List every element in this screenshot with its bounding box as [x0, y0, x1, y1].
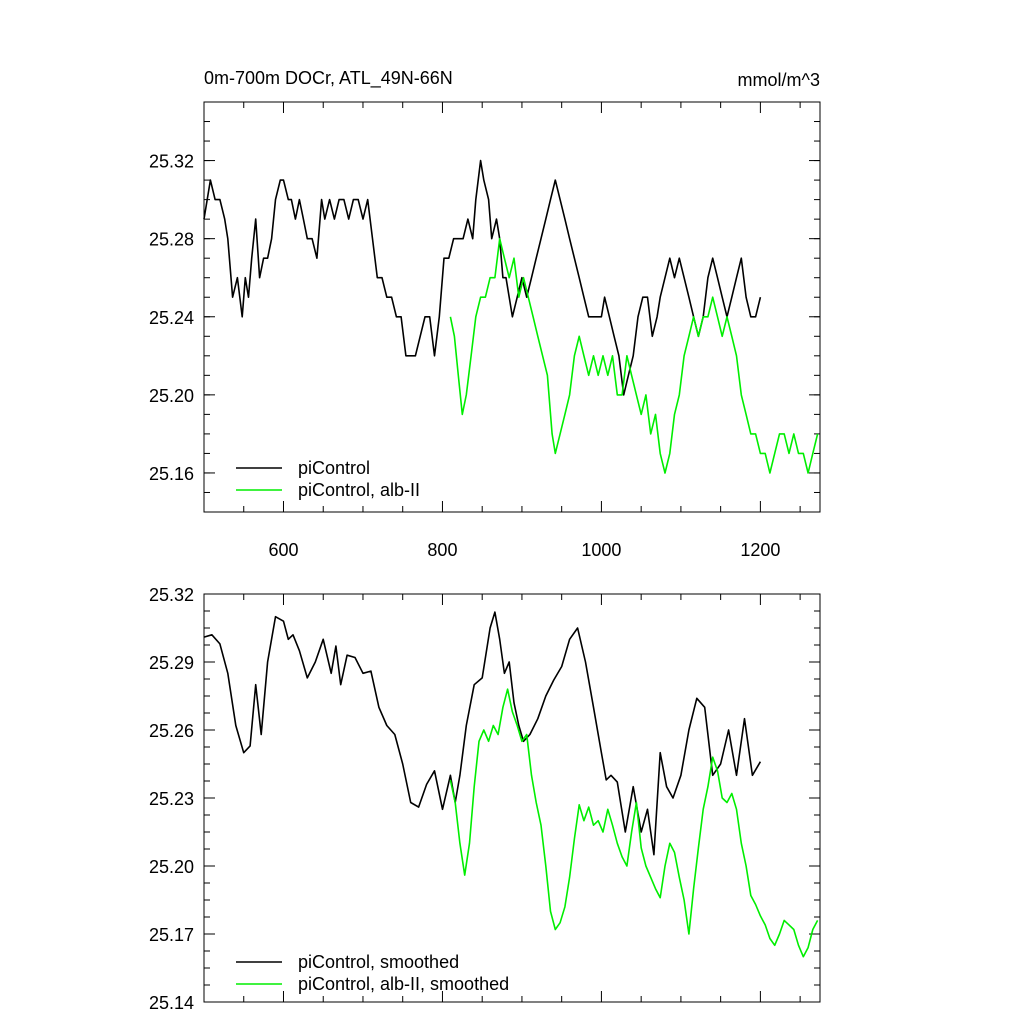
top-panel: 0m-700m DOCr, ATL_49N-66N mmol/m^3 25.16… [149, 68, 821, 560]
y-tick-label: 25.24 [149, 308, 194, 328]
x-tick-label: 800 [427, 540, 457, 560]
y-tick-label: 25.32 [149, 152, 194, 172]
legend-label-alb-ii: piControl, alb-II [298, 480, 420, 500]
x-tick-label: 600 [268, 540, 298, 560]
plot-frame-top [203, 101, 821, 513]
series-line-0-0 [203, 159, 762, 396]
axis-ticks-top: 25.16 25.20 25.24 25.28 25.32 600 800 1000 1200 [149, 101, 820, 560]
y-tick-label: 25.14 [149, 993, 194, 1013]
x-tick-label: 1200 [740, 540, 780, 560]
y-tick-label: 25.20 [149, 386, 194, 406]
y-tick-label: 25.16 [149, 464, 194, 484]
y-tick-label: 25.29 [149, 653, 194, 673]
series-lines-top [203, 159, 819, 474]
bottom-panel: 25.14 25.17 25.20 25.23 25.26 25.29 25.32 piCo… [149, 585, 821, 1013]
series-lines-bottom [203, 611, 819, 958]
legend-label-picontrol-smoothed: piControl, smoothed [298, 952, 459, 972]
y-tick-label: 25.26 [149, 721, 194, 741]
x-tick-label: 1000 [581, 540, 621, 560]
series-line-0-1 [449, 237, 819, 474]
y-tick-label: 25.17 [149, 925, 194, 945]
series-line-1-0 [203, 611, 762, 856]
y-tick-label: 25.32 [149, 585, 194, 605]
legend-label-picontrol: piControl [298, 458, 370, 478]
legend-top: piControl piControl, alb-II [236, 458, 420, 500]
axis-ticks-bottom: 25.14 25.17 25.20 25.23 25.26 25.29 25.32 [149, 585, 820, 1013]
legend-bottom: piControl, smoothed piControl, alb-II, s… [236, 952, 509, 994]
series-line-1-1 [449, 688, 819, 958]
y-tick-label: 25.23 [149, 789, 194, 809]
chart-title: 0m-700m DOCr, ATL_49N-66N [204, 68, 453, 89]
y-tick-label: 25.28 [149, 230, 194, 250]
legend-label-alb-ii-smoothed: piControl, alb-II, smoothed [298, 974, 509, 994]
plot-frame-bottom [203, 593, 821, 1003]
units-label: mmol/m^3 [738, 70, 820, 90]
y-tick-label: 25.20 [149, 857, 194, 877]
